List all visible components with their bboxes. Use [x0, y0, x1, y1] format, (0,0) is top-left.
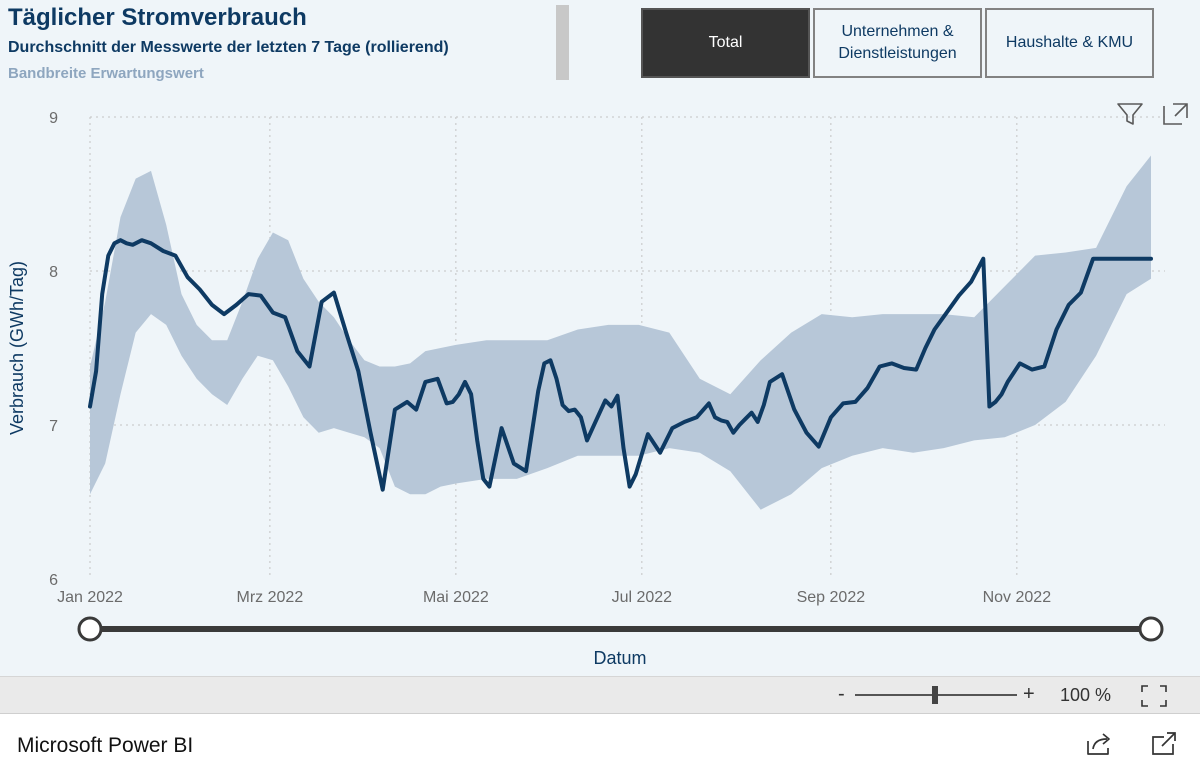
filter-button-total[interactable]: Total [641, 8, 810, 78]
y-tick-label: 9 [49, 110, 58, 127]
zoom-in-button[interactable]: + [1023, 683, 1035, 705]
y-tick-label: 6 [49, 572, 58, 589]
filter-icon[interactable] [1117, 103, 1143, 125]
focus-mode-icon[interactable] [1163, 103, 1188, 125]
line-chart: 6 7 8 9 Jan 2022 Mrz 2022 Mai 2022 Jul 2022 Sep… [7, 103, 1188, 668]
expectation-band [90, 155, 1151, 510]
zoom-bar: - + 100 % [0, 676, 1200, 714]
zoom-level: 100 % [1060, 685, 1112, 705]
band-legend-label: Bandbreite Erwartungswert [8, 65, 204, 82]
x-tick-label: Mrz 2022 [237, 589, 304, 606]
brand-label: Microsoft Power BI [17, 734, 194, 757]
footer: Microsoft Power BI [0, 714, 1200, 771]
x-axis-ticks: Jan 2022 Mrz 2022 Mai 2022 Jul 2022 Sep 2022… [57, 589, 1051, 606]
zoom-slider-thumb[interactable] [932, 686, 938, 704]
page-title: Täglicher Stromverbrauch [8, 4, 307, 31]
y-tick-label: 7 [49, 418, 58, 435]
zoom-out-button[interactable]: - [838, 683, 845, 705]
y-axis-title: Verbrauch (GWh/Tag) [7, 261, 27, 435]
x-tick-label: Sep 2022 [797, 589, 866, 606]
consumption-line [88, 238, 1153, 492]
x-axis-title: Datum [593, 648, 646, 668]
filter-button-unternehmen[interactable]: Unternehmen & Dienstleistungen [813, 8, 982, 78]
date-range-start-handle[interactable] [77, 616, 103, 642]
x-tick-label: Jul 2022 [612, 589, 673, 606]
x-tick-label: Jan 2022 [57, 589, 123, 606]
date-range-end-handle[interactable] [1138, 616, 1164, 642]
divider [556, 5, 569, 80]
fit-to-page-icon[interactable] [1140, 684, 1170, 708]
y-axis-ticks: 6 7 8 9 [49, 110, 58, 589]
popout-icon[interactable] [1150, 731, 1180, 757]
share-icon[interactable] [1085, 731, 1115, 757]
x-tick-label: Mai 2022 [423, 589, 489, 606]
y-tick-label: 8 [49, 264, 58, 281]
filter-button-haushalte[interactable]: Haushalte & KMU [985, 8, 1154, 78]
report-canvas: Täglicher Stromverbrauch Durchschnitt de… [0, 0, 1200, 676]
x-tick-label: Nov 2022 [983, 589, 1052, 606]
chart-subtitle: Durchschnitt der Messwerte der letzten 7… [8, 39, 449, 56]
